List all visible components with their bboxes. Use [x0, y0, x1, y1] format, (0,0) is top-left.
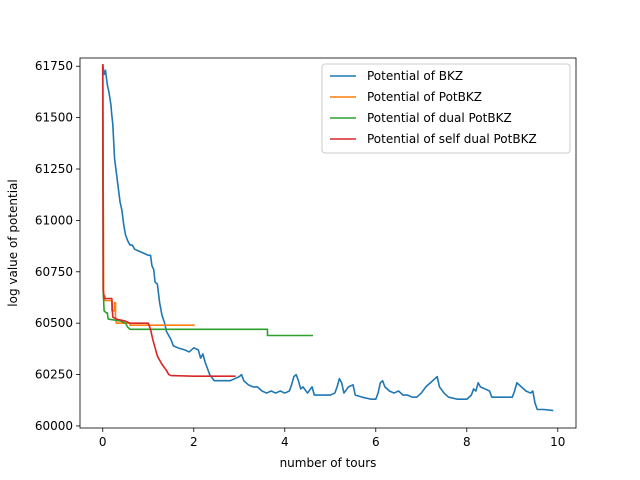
y-axis-ticks: 60000 60250 60500 60750 61000 61250 61500 61750: [35, 59, 80, 433]
legend-label-3: Potential of dual PotBKZ: [367, 111, 512, 125]
x-axis-label: number of tours: [280, 456, 377, 470]
y-tick-label: 61000: [35, 213, 73, 227]
y-tick-label: 61500: [35, 111, 73, 125]
series-layer: [101, 64, 554, 412]
legend-label-2: Potential of PotBKZ: [367, 90, 482, 104]
series-line-2: [101, 64, 195, 327]
y-tick-label: 60000: [35, 419, 73, 433]
y-tick-label: 60750: [35, 265, 73, 279]
x-tick-label: 8: [463, 435, 471, 449]
axes-frame: [79, 57, 577, 429]
series-line-1: [101, 64, 554, 412]
x-tick-label: 6: [372, 435, 380, 449]
y-tick-label: 61750: [35, 59, 73, 73]
y-tick-label: 60250: [35, 368, 73, 382]
x-axis-ticks: 0 2 4 6 8 10: [99, 428, 565, 449]
y-axis-label: log value of potential: [6, 179, 20, 306]
legend-label-1: Potential of BKZ: [367, 69, 463, 83]
x-tick-label: 10: [550, 435, 565, 449]
legend-box: [321, 63, 571, 154]
legend: Potential of BKZ Potential of PotBKZ Poten…: [321, 63, 571, 154]
x-tick-label: 4: [281, 435, 289, 449]
x-tick-label: 2: [190, 435, 198, 449]
x-tick-label: 0: [99, 435, 107, 449]
legend-label-4: Potential of self dual PotBKZ: [367, 132, 537, 146]
y-tick-label: 60500: [35, 316, 73, 330]
plot-area: [101, 64, 554, 412]
y-tick-label: 61250: [35, 162, 73, 176]
series-line-3: [101, 64, 313, 337]
series-line-4: [101, 64, 236, 377]
